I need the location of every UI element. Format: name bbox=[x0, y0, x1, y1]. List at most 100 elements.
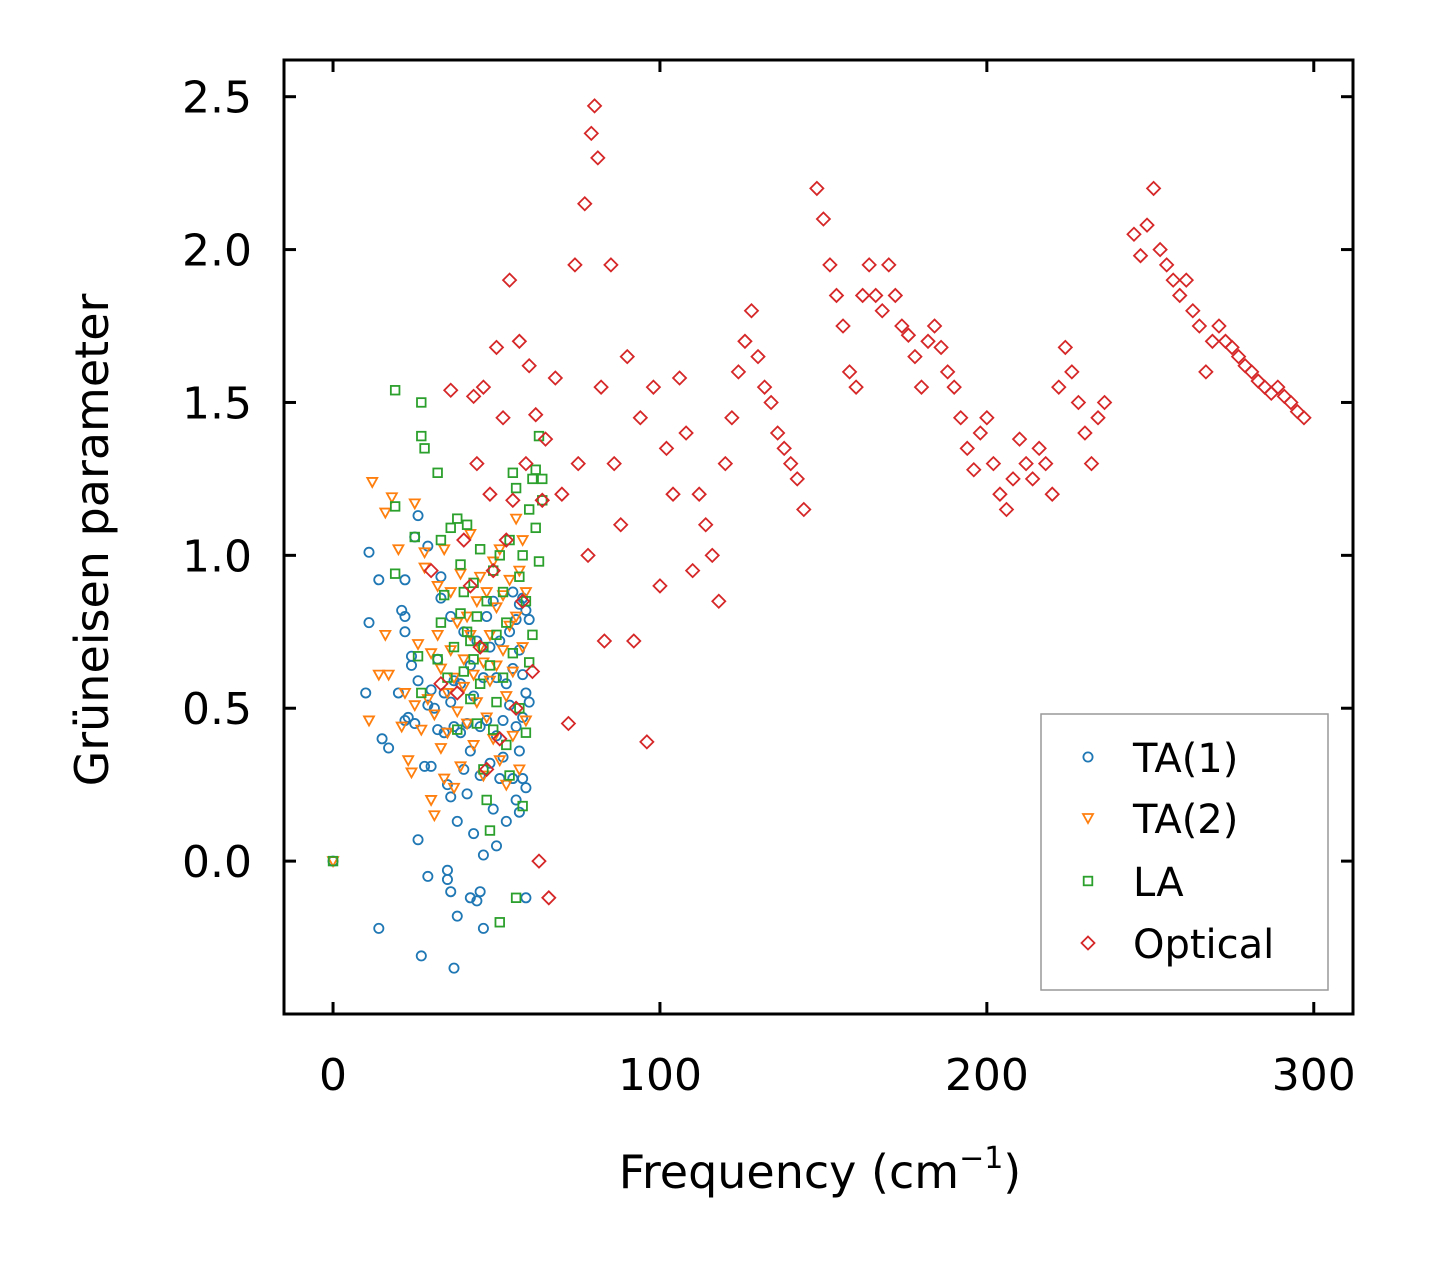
axis-ticks bbox=[284, 60, 1353, 1014]
data-point bbox=[399, 626, 411, 638]
data-point bbox=[482, 486, 498, 502]
data-point bbox=[432, 654, 443, 665]
data-point bbox=[520, 892, 532, 904]
data-point bbox=[474, 544, 486, 555]
data-point bbox=[490, 672, 502, 684]
data-point bbox=[1283, 394, 1299, 411]
data-point bbox=[425, 684, 437, 696]
x-axis-label: Frequency (cm−1) bbox=[619, 1141, 1022, 1199]
data-point bbox=[737, 333, 753, 350]
data-point bbox=[451, 910, 463, 922]
data-point bbox=[684, 562, 701, 579]
data-point bbox=[457, 654, 471, 667]
data-point bbox=[1145, 180, 1162, 197]
data-point bbox=[612, 516, 629, 533]
data-point bbox=[933, 339, 949, 356]
data-point bbox=[867, 287, 884, 304]
data-point bbox=[501, 739, 512, 751]
data-point bbox=[465, 388, 482, 405]
data-point bbox=[1024, 471, 1041, 487]
data-point bbox=[1031, 440, 1047, 457]
data-point bbox=[1152, 241, 1168, 258]
data-point bbox=[626, 633, 642, 649]
data-point bbox=[488, 565, 499, 576]
data-point bbox=[756, 379, 773, 395]
data-point bbox=[769, 425, 786, 441]
data-point bbox=[448, 641, 460, 653]
data-point bbox=[445, 696, 457, 708]
legend-label-ta1: TA(1) bbox=[1132, 736, 1238, 782]
data-point bbox=[458, 586, 470, 598]
data-point bbox=[462, 578, 479, 594]
data-point bbox=[457, 681, 471, 694]
data-point bbox=[567, 257, 583, 273]
legend-label-ta2: TA(2) bbox=[1132, 797, 1238, 843]
legend-frame bbox=[1040, 713, 1329, 991]
y-tick-label: 2.0 bbox=[182, 226, 252, 277]
data-point bbox=[496, 645, 510, 657]
data-point bbox=[583, 125, 600, 142]
data-point bbox=[639, 734, 655, 750]
data-point bbox=[523, 504, 535, 515]
data-point bbox=[494, 550, 505, 561]
data-point bbox=[408, 498, 422, 511]
data-point bbox=[1270, 379, 1286, 395]
data-point bbox=[385, 492, 399, 505]
data-point bbox=[527, 406, 544, 423]
legend: TA(1) TA(2) LA Optical bbox=[1040, 713, 1329, 991]
data-point bbox=[473, 571, 487, 584]
data-point bbox=[508, 700, 524, 717]
data-point bbox=[461, 519, 473, 530]
data-point bbox=[437, 773, 451, 786]
data-point bbox=[979, 409, 995, 426]
data-point bbox=[590, 150, 606, 166]
data-point bbox=[395, 721, 409, 734]
data-point bbox=[658, 440, 675, 457]
data-point bbox=[491, 731, 508, 747]
legend-entry-ta2: TA(2) bbox=[1081, 797, 1238, 843]
x-tick-label: 300 bbox=[1272, 1050, 1356, 1101]
data-point bbox=[444, 587, 458, 599]
data-point bbox=[966, 461, 982, 478]
data-point bbox=[415, 950, 427, 962]
data-point bbox=[495, 409, 511, 426]
data-point bbox=[416, 430, 427, 442]
data-point bbox=[946, 379, 962, 395]
data-point bbox=[507, 586, 519, 598]
data-point bbox=[913, 379, 930, 395]
x-tick-label: 100 bbox=[618, 1050, 702, 1101]
data-point bbox=[398, 688, 412, 700]
data-point bbox=[509, 513, 523, 526]
data-point bbox=[362, 715, 376, 728]
data-point bbox=[409, 531, 421, 543]
data-point bbox=[448, 721, 460, 733]
data-point bbox=[854, 287, 871, 304]
data-point bbox=[518, 455, 534, 472]
data-point bbox=[373, 574, 385, 586]
data-point bbox=[454, 568, 468, 581]
data-point bbox=[493, 755, 507, 768]
data-point bbox=[1198, 364, 1214, 380]
data-point bbox=[468, 828, 480, 840]
data-point bbox=[523, 657, 535, 668]
data-point bbox=[665, 486, 681, 502]
data-point bbox=[431, 629, 445, 642]
legend-marker-la bbox=[1082, 875, 1094, 887]
data-point bbox=[1263, 385, 1280, 402]
data-point bbox=[848, 379, 864, 395]
data-point bbox=[396, 604, 408, 616]
data-point bbox=[474, 678, 486, 689]
data-point bbox=[632, 409, 649, 426]
data-point bbox=[480, 712, 494, 725]
data-point bbox=[501, 617, 512, 628]
data-point bbox=[1185, 302, 1201, 319]
data-point bbox=[507, 773, 519, 785]
data-point bbox=[422, 699, 434, 711]
data-point bbox=[512, 764, 526, 777]
data-point bbox=[514, 593, 531, 609]
data-point bbox=[427, 709, 441, 722]
data-point bbox=[900, 327, 917, 343]
data-point bbox=[580, 547, 596, 564]
plot-frame bbox=[282, 58, 1355, 1016]
